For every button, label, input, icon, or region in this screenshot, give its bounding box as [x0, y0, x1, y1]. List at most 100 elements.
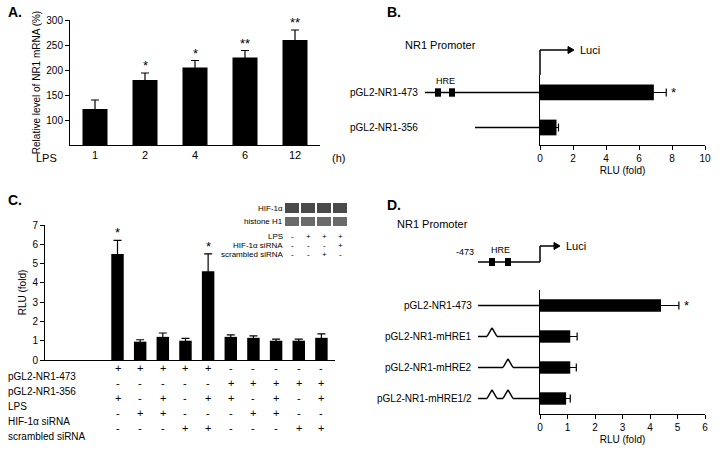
- svg-text:-: -: [251, 422, 255, 434]
- svg-text:1: 1: [92, 149, 98, 161]
- svg-text:LPS: LPS: [36, 152, 57, 164]
- svg-text:+: +: [322, 250, 327, 259]
- svg-text:+: +: [338, 232, 343, 241]
- svg-text:**: **: [290, 15, 300, 30]
- svg-text:*: *: [115, 225, 120, 240]
- svg-text:-: -: [291, 250, 294, 259]
- svg-text:-: -: [297, 407, 301, 419]
- svg-text:6: 6: [242, 149, 248, 161]
- svg-text:+: +: [318, 392, 324, 404]
- svg-text:-: -: [251, 362, 255, 374]
- svg-text:pGL2-NR1-mHRE1: pGL2-NR1-mHRE1: [385, 331, 472, 342]
- svg-text:2: 2: [32, 316, 38, 327]
- svg-text:+: +: [115, 362, 121, 374]
- svg-text:+: +: [306, 232, 311, 241]
- svg-text:3: 3: [32, 297, 38, 308]
- svg-text:-: -: [291, 232, 294, 241]
- svg-text:-: -: [138, 422, 142, 434]
- svg-text:+: +: [273, 377, 279, 389]
- svg-text:RLU (fold): RLU (fold): [17, 270, 28, 316]
- svg-text:-: -: [297, 392, 301, 404]
- svg-text:3: 3: [620, 422, 626, 433]
- svg-text:HIF-1α: HIF-1α: [258, 204, 283, 213]
- svg-text:6: 6: [32, 239, 38, 250]
- svg-text:1: 1: [32, 335, 38, 346]
- svg-text:(h): (h): [332, 152, 345, 164]
- svg-text:+: +: [160, 407, 166, 419]
- svg-text:+: +: [338, 241, 343, 250]
- svg-text:+: +: [205, 422, 211, 434]
- svg-text:+: +: [228, 377, 234, 389]
- svg-text:*: *: [193, 46, 198, 61]
- svg-text:scrambled siRNA: scrambled siRNA: [221, 250, 283, 259]
- svg-text:-: -: [116, 407, 120, 419]
- svg-text:pGL2-NR1-mHRE2: pGL2-NR1-mHRE2: [385, 362, 472, 373]
- svg-text:-: -: [307, 250, 310, 259]
- svg-text:pGL2-NR1-473: pGL2-NR1-473: [404, 300, 472, 311]
- svg-text:+: +: [273, 392, 279, 404]
- svg-text:-: -: [116, 422, 120, 434]
- svg-text:100: 100: [46, 115, 63, 126]
- svg-text:+: +: [182, 362, 188, 374]
- svg-text:+: +: [137, 407, 143, 419]
- svg-text:12: 12: [289, 149, 301, 161]
- svg-text:-: -: [183, 407, 187, 419]
- svg-text:2: 2: [570, 153, 576, 164]
- svg-text:-473: -473: [456, 247, 474, 257]
- svg-text:Relative level of NR1 mRNA (%): Relative level of NR1 mRNA (%): [31, 11, 42, 154]
- svg-text:+: +: [205, 392, 211, 404]
- svg-text:+: +: [296, 377, 302, 389]
- svg-text:+: +: [318, 422, 324, 434]
- svg-text:-: -: [161, 377, 165, 389]
- svg-text:-: -: [323, 241, 326, 250]
- svg-text:HRE: HRE: [436, 76, 455, 86]
- svg-text:-: -: [116, 377, 120, 389]
- svg-text:+: +: [182, 422, 188, 434]
- svg-text:1: 1: [565, 422, 571, 433]
- svg-text:6: 6: [636, 153, 642, 164]
- svg-text:-: -: [138, 377, 142, 389]
- svg-text:scrambled siRNA: scrambled siRNA: [8, 431, 86, 442]
- svg-text:0: 0: [537, 153, 543, 164]
- svg-text:D.: D.: [387, 197, 401, 213]
- svg-text:-: -: [161, 422, 165, 434]
- svg-text:HIF-1α siRNA: HIF-1α siRNA: [8, 416, 70, 427]
- svg-text:4: 4: [32, 277, 38, 288]
- svg-text:+: +: [115, 392, 121, 404]
- svg-text:C.: C.: [8, 192, 22, 208]
- svg-text:+: +: [318, 377, 324, 389]
- svg-text:+: +: [250, 407, 256, 419]
- svg-text:LPS: LPS: [8, 401, 27, 412]
- svg-text:-: -: [206, 407, 210, 419]
- svg-text:RLU (fold): RLU (fold): [600, 165, 646, 176]
- svg-text:*: *: [206, 239, 211, 254]
- svg-text:*: *: [684, 298, 689, 313]
- svg-text:4: 4: [603, 153, 609, 164]
- svg-text:-: -: [307, 241, 310, 250]
- svg-text:pGL2-NR1-mHRE1/2: pGL2-NR1-mHRE1/2: [377, 393, 472, 404]
- svg-text:pGL2-NR1-473: pGL2-NR1-473: [8, 371, 76, 382]
- svg-text:7: 7: [32, 220, 38, 231]
- svg-text:LPS: LPS: [268, 232, 283, 241]
- svg-text:-: -: [274, 362, 278, 374]
- svg-text:2: 2: [142, 149, 148, 161]
- svg-text:2: 2: [592, 422, 598, 433]
- svg-text:+: +: [137, 362, 143, 374]
- svg-text:RLU (fold): RLU (fold): [600, 434, 646, 445]
- svg-text:NR1 Promoter: NR1 Promoter: [405, 39, 476, 51]
- svg-text:histone H1: histone H1: [244, 217, 283, 226]
- svg-text:+: +: [322, 232, 327, 241]
- svg-text:+: +: [160, 362, 166, 374]
- svg-text:-: -: [229, 362, 233, 374]
- svg-text:HRE: HRE: [491, 245, 510, 255]
- svg-text:-: -: [251, 392, 255, 404]
- svg-text:-: -: [229, 422, 233, 434]
- svg-text:B.: B.: [387, 4, 401, 20]
- svg-text:150: 150: [46, 90, 63, 101]
- svg-text:**: **: [240, 36, 250, 51]
- svg-text:-: -: [229, 407, 233, 419]
- svg-text:HIF-1α siRNA: HIF-1α siRNA: [233, 241, 283, 250]
- svg-text:*: *: [143, 58, 148, 73]
- svg-text:*: *: [671, 85, 676, 100]
- svg-text:-: -: [339, 250, 342, 259]
